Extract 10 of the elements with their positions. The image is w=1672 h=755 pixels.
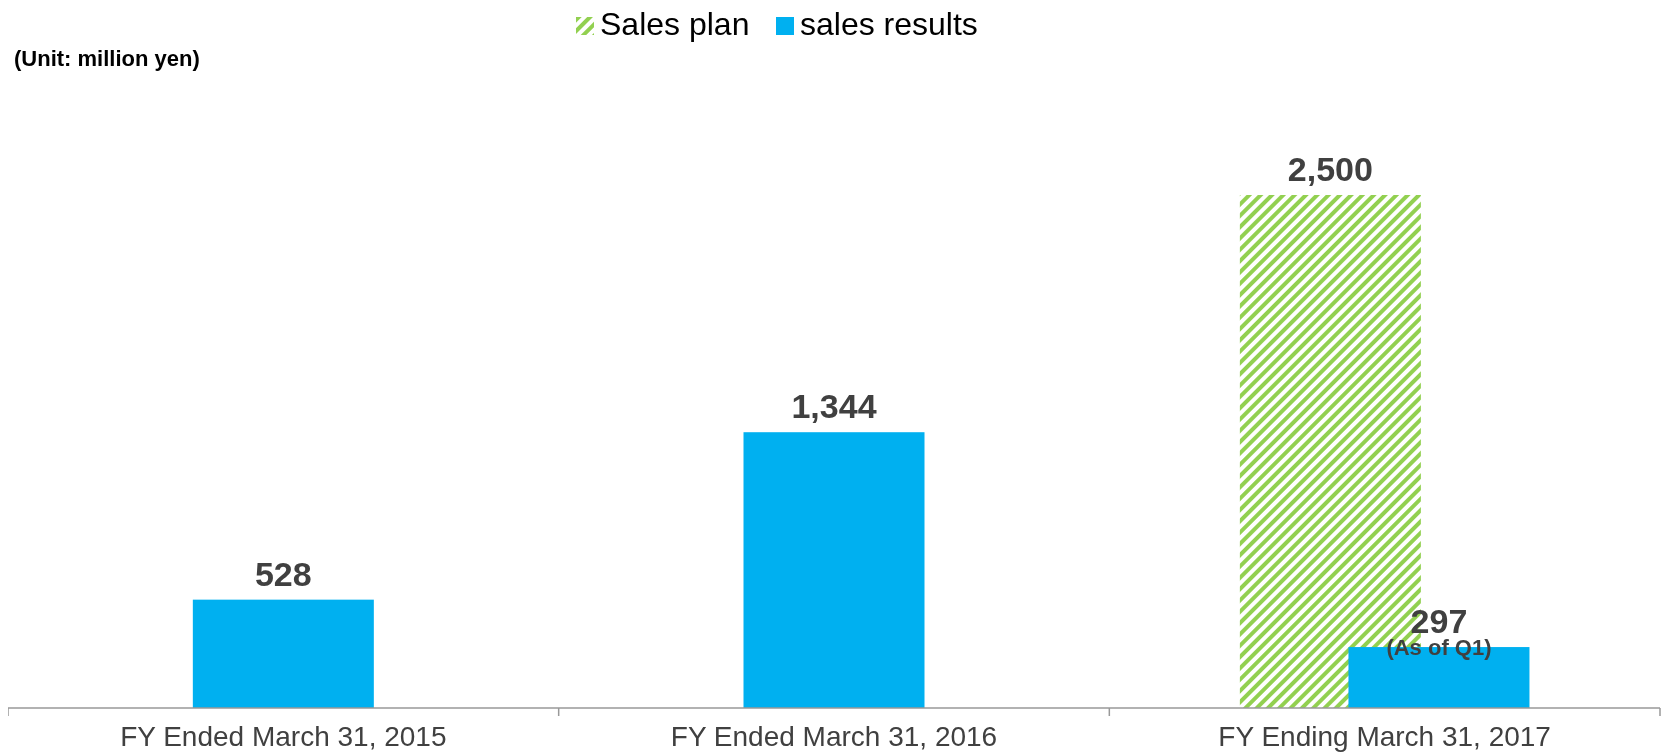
x-tick-label: FY Ended March 31, 2016	[670, 721, 998, 752]
legend-label: Sales plan	[600, 6, 750, 42]
data-label: 528	[254, 554, 312, 593]
text: (Unit: million yen)	[14, 46, 200, 71]
x-tick-label: FY Ended March 31, 2015	[120, 721, 447, 752]
legend-label: sales results	[800, 6, 978, 42]
x-tick-label: FY Ending March 31, 2017	[1218, 721, 1551, 752]
data-label: 1,344	[791, 387, 877, 426]
bar	[192, 599, 374, 708]
data-label: 2,500	[1287, 150, 1373, 188]
